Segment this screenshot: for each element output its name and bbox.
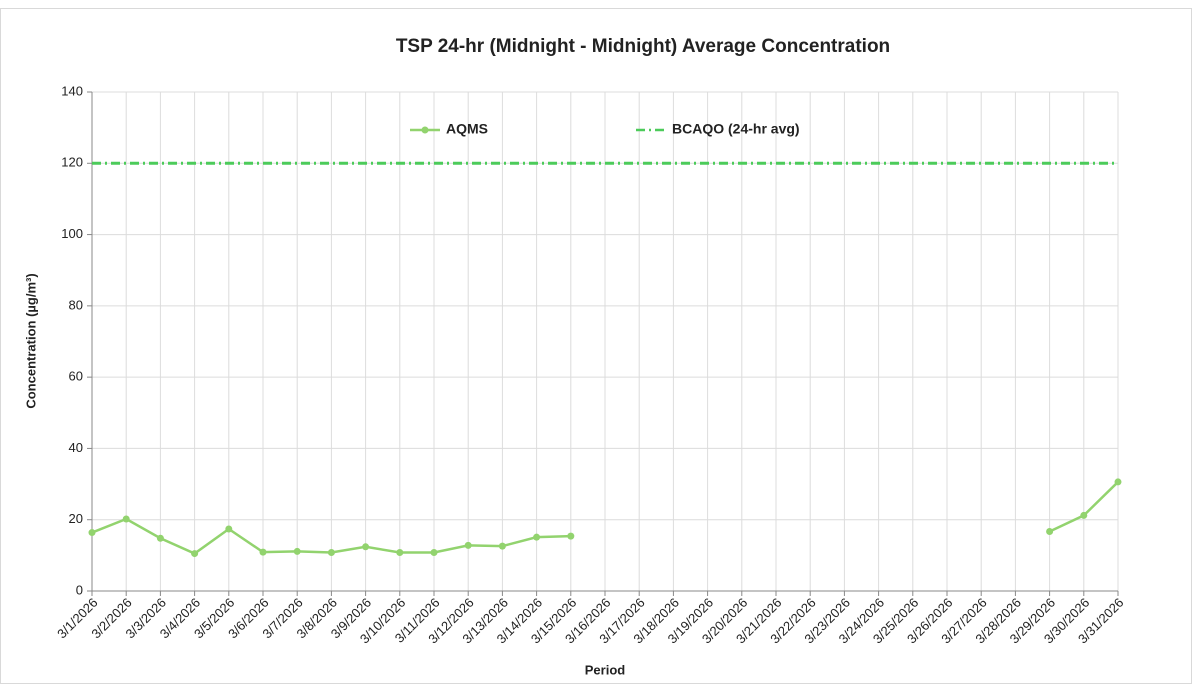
y-tick-label: 100 — [61, 226, 83, 241]
data-point — [533, 533, 541, 541]
y-tick-label: 20 — [69, 511, 83, 526]
chart-title: TSP 24-hr (Midnight - Midnight) Average … — [396, 36, 890, 57]
data-point — [430, 549, 438, 557]
legend-label: AQMS — [446, 121, 488, 137]
data-point — [122, 515, 130, 523]
data-point — [1114, 478, 1122, 486]
legend-label: BCAQO (24-hr avg) — [672, 121, 800, 137]
chart-border — [0, 8, 1192, 684]
data-point — [498, 542, 506, 550]
data-point — [225, 525, 233, 533]
y-tick-label: 120 — [61, 155, 83, 170]
legend-marker — [421, 126, 429, 134]
y-tick-label: 60 — [69, 369, 83, 384]
data-point — [293, 547, 301, 555]
y-tick-label: 80 — [69, 297, 83, 312]
y-tick-label: 40 — [69, 440, 83, 455]
data-point — [1080, 511, 1088, 519]
y-tick-label: 0 — [76, 582, 83, 597]
data-point — [88, 529, 96, 537]
data-point — [259, 548, 267, 556]
x-axis-label: Period — [585, 662, 626, 677]
data-point — [156, 534, 164, 542]
data-point — [327, 549, 335, 557]
data-point — [1046, 527, 1054, 535]
y-axis-label: Concentration (µg/m³) — [23, 273, 38, 408]
data-point — [464, 541, 472, 549]
data-point — [362, 543, 370, 551]
data-point — [396, 549, 404, 557]
data-point — [567, 532, 575, 540]
y-tick-label: 140 — [61, 83, 83, 98]
data-point — [191, 550, 199, 558]
